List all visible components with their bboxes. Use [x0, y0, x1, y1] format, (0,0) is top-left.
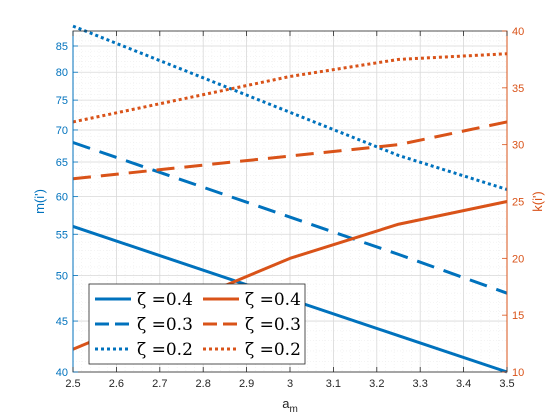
x-tick-label: 2.7 — [152, 378, 167, 390]
right-tick-label: 35 — [512, 83, 524, 95]
left-tick-label: 50 — [56, 270, 68, 282]
legend-label-left: ζ =0.2 — [137, 340, 193, 360]
left-y-axis: 40 45 50 55 60 65 70 75 80 85 — [56, 31, 78, 379]
left-tick-label: 70 — [56, 125, 68, 137]
left-tick-label: 80 — [56, 67, 68, 79]
left-tick-label: 65 — [56, 157, 68, 169]
right-y-axis-label: k(i') — [530, 191, 545, 212]
x-axis-label-main: a — [282, 396, 290, 411]
right-y-axis: 10 15 20 25 30 35 40 — [502, 26, 524, 379]
x-axis: 2.5 2.6 2.7 2.8 2.9 3 3.1 3.2 3.3 3.4 3.5 — [65, 31, 515, 390]
x-axis-label-subscript: m — [289, 404, 297, 415]
x-tick-label: 2.5 — [65, 378, 80, 390]
legend: ζ =0.4 ζ =0.3 ζ =0.2 ζ =0.4 ζ =0.3 ζ =0.2 — [88, 283, 306, 365]
series-line-left-2 — [72, 24, 508, 191]
left-tick-label: 85 — [56, 41, 68, 53]
x-tick-label: 2.6 — [109, 378, 124, 390]
x-axis-label: am — [282, 396, 298, 415]
legend-label-left: ζ =0.4 — [137, 290, 193, 310]
series-line-left-1 — [72, 141, 508, 295]
x-tick-label: 2.9 — [239, 378, 254, 390]
left-tick-label: 40 — [56, 367, 68, 379]
left-tick-label: 60 — [56, 192, 68, 204]
right-tick-label: 15 — [512, 310, 524, 322]
x-tick-label: 2.8 — [196, 378, 211, 390]
left-y-axis-label: m(i') — [32, 189, 47, 214]
x-tick-label: 3.4 — [456, 378, 471, 390]
x-tick-label: 3 — [287, 378, 293, 390]
series-line-left-0 — [72, 225, 508, 374]
right-tick-label: 30 — [512, 140, 524, 152]
right-tick-label: 20 — [512, 253, 524, 265]
left-tick-label: 55 — [56, 229, 68, 241]
x-tick-label: 3.2 — [369, 378, 384, 390]
right-tick-label: 40 — [512, 26, 524, 38]
left-tick-label: 75 — [56, 95, 68, 107]
left-tick-label: 45 — [56, 316, 68, 328]
right-tick-label: 25 — [512, 197, 524, 209]
legend-label-left: ζ =0.3 — [137, 315, 193, 335]
x-tick-label: 3.3 — [413, 378, 428, 390]
legend-label-right: ζ =0.2 — [245, 340, 301, 360]
right-tick-label: 10 — [512, 367, 524, 379]
x-tick-label: 3.1 — [326, 378, 341, 390]
x-tick-label: 3.5 — [499, 378, 514, 390]
legend-label-right: ζ =0.4 — [245, 290, 301, 310]
legend-label-right: ζ =0.3 — [245, 315, 301, 335]
series-line-right-5 — [72, 52, 508, 124]
